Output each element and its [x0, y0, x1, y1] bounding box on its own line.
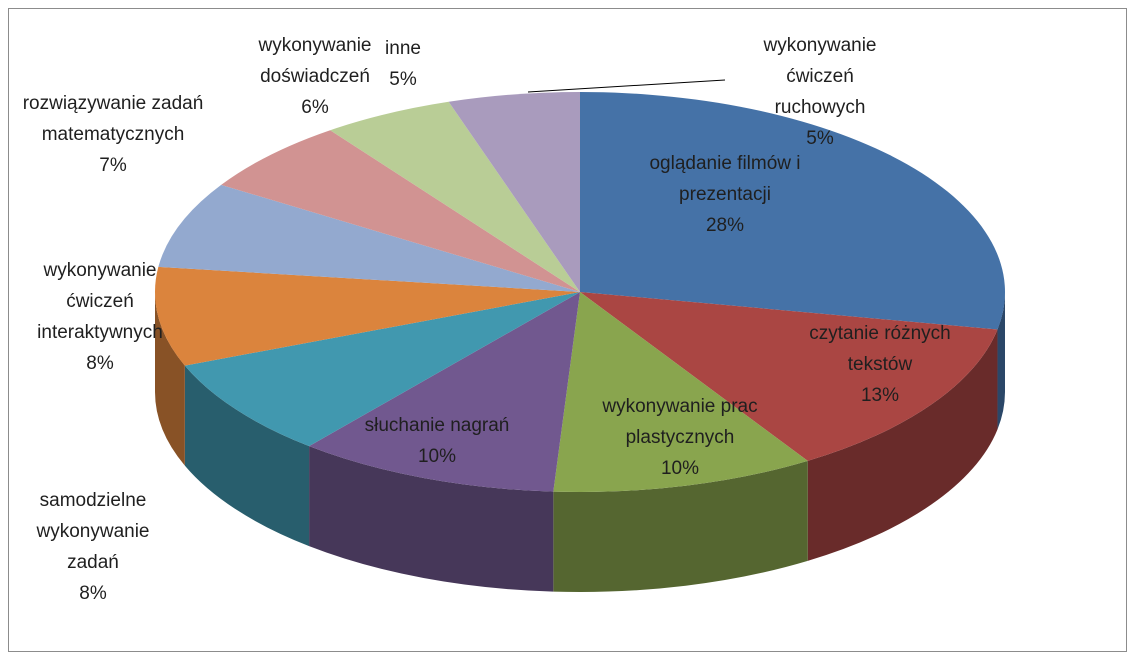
slice: [309, 292, 580, 492]
data-label: samodzielne wykonywanie zadań 8%: [18, 485, 168, 609]
slice: [330, 101, 580, 292]
slice-side: [184, 365, 310, 547]
slice-side: [997, 292, 1005, 430]
data-label: wykonywanie ćwiczeń interaktywnych 8%: [13, 255, 188, 379]
category-label: słuchanie nagrań: [364, 415, 510, 436]
leader-line: [527, 79, 726, 93]
pie-sides: [155, 292, 1005, 592]
data-label: wykonywanie doświadczeń 6%: [245, 30, 385, 123]
data-label: inne 5%: [373, 33, 433, 95]
data-label: słuchanie nagrań 10%: [337, 410, 537, 472]
data-label: czytanie różnych tekstów 13%: [793, 318, 968, 411]
pie-tops: [154, 92, 1006, 492]
category-label: rozwiązywanie zadań matematycznych: [22, 93, 204, 145]
slice-side: [309, 446, 554, 592]
value-label: 13%: [860, 385, 900, 406]
value-label: 8%: [86, 353, 114, 374]
slice: [580, 92, 1006, 330]
data-label: wykonywanie prac plastycznych 10%: [590, 391, 770, 484]
category-label: wykonywanie doświadczeń: [258, 35, 372, 87]
slice: [580, 292, 998, 461]
slice: [158, 184, 580, 292]
value-label: 10%: [417, 446, 457, 467]
category-label: wykonywanie ćwiczeń ruchowych: [763, 35, 877, 118]
value-label: 10%: [660, 458, 700, 479]
slice: [448, 92, 580, 292]
value-label: 5%: [389, 69, 417, 90]
slice: [154, 266, 580, 366]
data-label: oglądanie filmów i prezentacji 28%: [630, 148, 820, 241]
value-label: 7%: [99, 155, 127, 176]
data-label: wykonywanie ćwiczeń ruchowych 5%: [745, 30, 895, 154]
category-label: samodzielne wykonywanie zadań: [36, 490, 150, 573]
category-label: czytanie różnych tekstów: [809, 323, 951, 375]
category-label: wykonywanie prac plastycznych: [602, 396, 758, 448]
data-label: rozwiązywanie zadań matematycznych 7%: [18, 88, 208, 181]
slice-side: [807, 329, 998, 561]
slice: [184, 292, 581, 447]
slice: [553, 292, 808, 492]
value-label: 6%: [301, 97, 329, 118]
value-label: 5%: [806, 128, 834, 149]
category-label: wykonywanie ćwiczeń interaktywnych: [37, 260, 163, 343]
slice-side: [155, 292, 185, 466]
value-label: 28%: [705, 215, 745, 236]
value-label: 8%: [79, 583, 107, 604]
slice-side: [553, 460, 808, 592]
category-label: oglądanie filmów i prezentacji: [649, 153, 801, 205]
category-label: inne: [385, 38, 421, 59]
slice: [221, 130, 580, 292]
